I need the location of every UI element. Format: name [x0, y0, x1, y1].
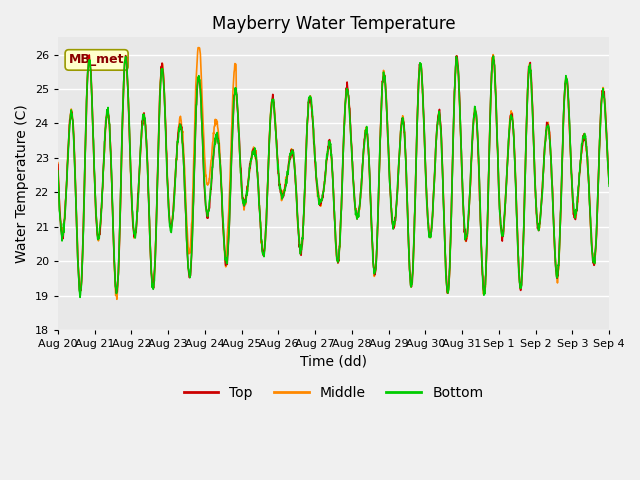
- Legend: Top, Middle, Bottom: Top, Middle, Bottom: [178, 380, 489, 405]
- Title: Mayberry Water Temperature: Mayberry Water Temperature: [212, 15, 455, 33]
- Text: MB_met: MB_met: [69, 53, 124, 66]
- Y-axis label: Water Temperature (C): Water Temperature (C): [15, 104, 29, 263]
- X-axis label: Time (dd): Time (dd): [300, 355, 367, 369]
